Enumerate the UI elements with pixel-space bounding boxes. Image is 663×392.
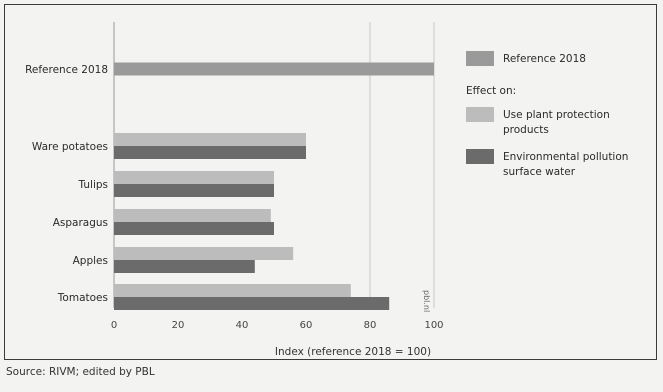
legend-swatch-use: [466, 107, 494, 122]
legend-heading: Effect on:: [466, 85, 516, 97]
x-tick-label: 20: [172, 320, 185, 331]
bar-pollution: [114, 297, 390, 310]
bar-use: [114, 284, 351, 297]
category-label: Tomatoes: [57, 292, 108, 304]
legend-label-reference: Reference 2018: [503, 53, 586, 65]
bar-use: [114, 247, 294, 260]
bar-use: [114, 171, 274, 184]
legend: Reference 2018 Effect on: Use plant prot…: [466, 51, 628, 178]
legend-swatch-pollution: [466, 149, 494, 164]
category-label: Apples: [73, 255, 108, 267]
legend-label-use: Use plant protection products: [503, 109, 610, 136]
bar-reference: [114, 62, 434, 76]
legend-label-pollution: Environmental pollution surface water: [503, 151, 628, 178]
category-label: Ware potatoes: [32, 141, 108, 153]
x-tick-label: 100: [424, 320, 443, 331]
bar-pollution: [114, 260, 255, 273]
bar-pollution: [114, 184, 274, 197]
bar-pollution: [114, 146, 306, 159]
bar-pollution: [114, 222, 274, 235]
x-tick-label: 80: [364, 320, 377, 331]
category-label: Asparagus: [53, 217, 108, 229]
chart-frame: [4, 4, 657, 360]
x-tick-label: 60: [300, 320, 313, 331]
category-label: Reference 2018: [25, 64, 108, 76]
credit-label: pbl.nl: [422, 290, 431, 312]
category-label: Tulips: [78, 179, 108, 191]
x-tick-label: 0: [111, 320, 117, 331]
x-axis-title: Index (reference 2018 = 100): [275, 346, 431, 358]
legend-swatch-reference: [466, 51, 494, 66]
x-tick-label: 40: [236, 320, 249, 331]
bar-use: [114, 133, 306, 146]
source-note: Source: RIVM; edited by PBL: [6, 366, 155, 378]
bar-use: [114, 209, 271, 222]
